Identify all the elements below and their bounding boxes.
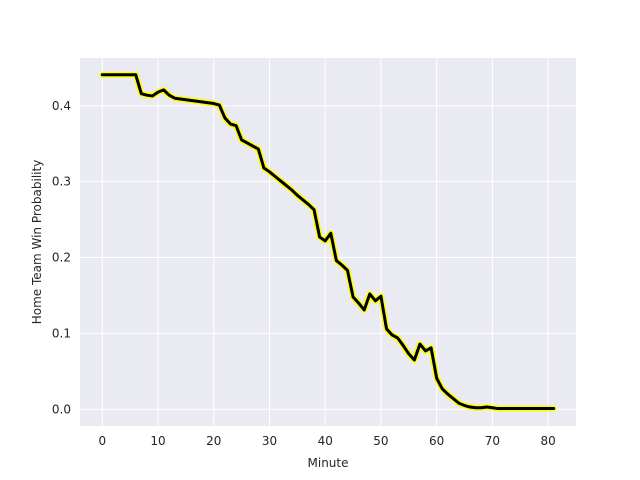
x-tick-label: 80	[540, 434, 555, 448]
y-tick-label: 0.3	[52, 175, 71, 189]
y-axis-label: Home Team Win Probability	[30, 160, 44, 325]
y-tick-labels: 0.0 0.1 0.2 0.3 0.4	[52, 99, 71, 417]
series-layer	[99, 71, 557, 412]
x-tick-labels: 0 10 20 30 40 50 60 70 80	[98, 434, 555, 448]
x-axis-label: Minute	[308, 456, 349, 470]
x-tick-label: 0	[98, 434, 106, 448]
y-tick-label: 0.1	[52, 326, 71, 340]
x-tick-label: 40	[318, 434, 333, 448]
x-tick-label: 30	[262, 434, 277, 448]
x-tick-label: 50	[373, 434, 388, 448]
x-tick-label: 60	[429, 434, 444, 448]
x-tick-label: 70	[485, 434, 500, 448]
y-tick-label: 0.4	[52, 99, 71, 113]
x-tick-label: 10	[150, 434, 165, 448]
y-tick-label: 0.0	[52, 402, 71, 416]
y-tick-label: 0.2	[52, 251, 71, 265]
x-tick-label: 20	[206, 434, 221, 448]
series-line	[100, 73, 556, 411]
